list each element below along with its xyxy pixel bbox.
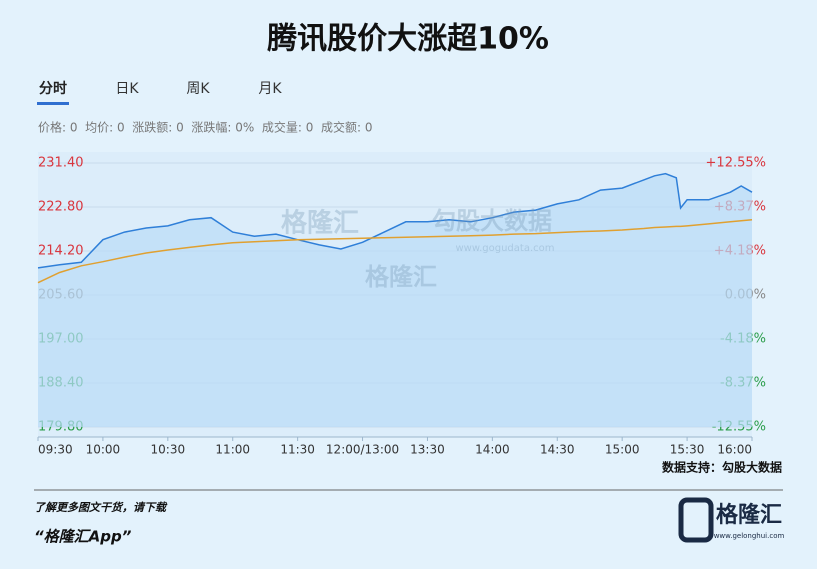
x-tick-label: 12:00/13:00	[326, 443, 399, 457]
source: 数据支持：勾股大数据	[662, 460, 782, 475]
watermark-url: www.gogudata.com	[455, 243, 554, 254]
footer-app: “格隆汇App”	[34, 528, 132, 546]
price-area	[38, 173, 752, 427]
y2-tick-label: +12.55%	[706, 156, 766, 171]
logo-text: 格隆汇	[716, 502, 782, 528]
avg-line	[37, 219, 753, 284]
watermark-brand: 格隆汇	[365, 263, 437, 291]
logo-site: www.gelonghui.com	[714, 532, 785, 540]
tab[interactable]: 日K	[115, 81, 139, 97]
x-tick-label: 10:30	[151, 443, 186, 457]
x-tick-label: 14:00	[475, 443, 510, 457]
watermark-partner: 勾股大数据	[432, 207, 552, 235]
x-tick-label: 14:30	[540, 443, 575, 457]
x-tick-label: 11:00	[215, 443, 250, 457]
tab[interactable]: 周K	[186, 81, 210, 97]
tab[interactable]: 分时	[39, 80, 67, 97]
tab[interactable]: 月K	[258, 81, 282, 97]
price-line	[37, 172, 753, 269]
watermark-brand: 格隆汇	[281, 208, 359, 239]
tab-underline	[37, 102, 69, 105]
x-tick-label: 16:00	[717, 443, 752, 457]
x-tick-label: 13:30	[410, 443, 445, 457]
y-tick-label: 231.40	[38, 156, 84, 171]
x-tick-label: 15:00	[605, 443, 640, 457]
plot: 231.40222.80214.20205.60197.00188.40179.…	[37, 152, 766, 457]
watermark: 格隆汇 勾股大数据 www.gogudata.com 格隆汇	[281, 207, 555, 291]
footer-note: 了解更多图文干货，请下载	[34, 501, 168, 514]
logo-icon	[678, 497, 714, 543]
x-tick-label: 10:00	[86, 443, 121, 457]
x-tick-label: 15:30	[670, 443, 705, 457]
info-line: 价格: 0 均价: 0 涨跌额: 0 涨跌幅: 0% 成交量: 0 成交额: 0	[38, 120, 373, 135]
y-tick-label: 222.80	[38, 200, 84, 215]
y-tick-label: 214.20	[38, 244, 84, 259]
x-tick-label: 09:30	[38, 443, 73, 457]
x-tick-label: 11:30	[280, 443, 315, 457]
title: 腾讯股价大涨超10%	[267, 22, 549, 57]
